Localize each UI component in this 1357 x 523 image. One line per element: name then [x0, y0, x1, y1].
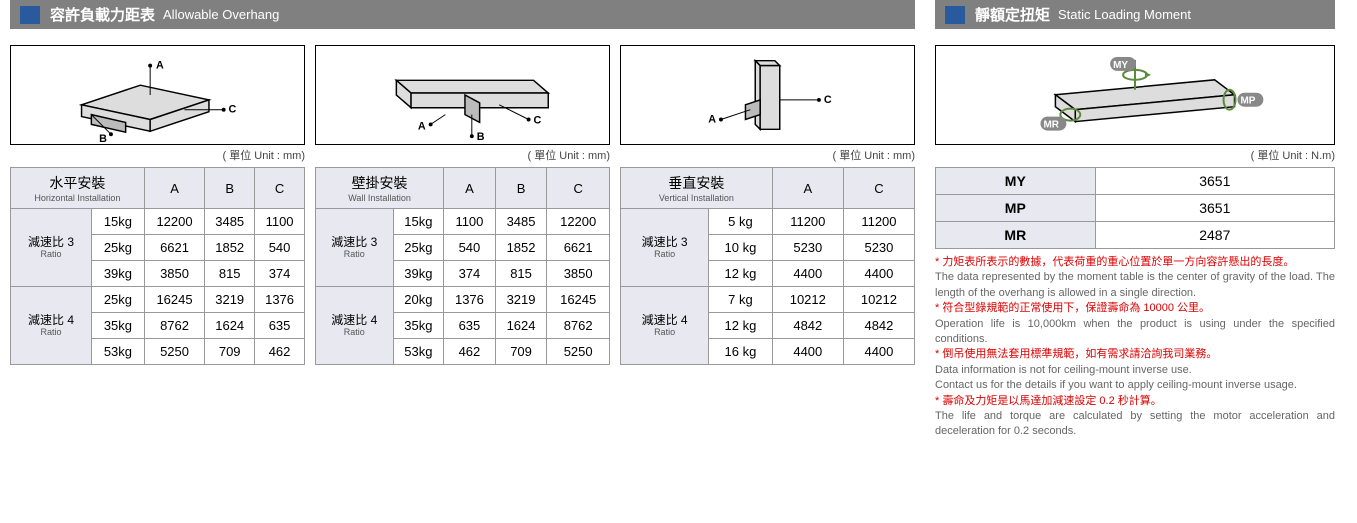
svg-text:B: B: [477, 131, 485, 143]
horizontal-diagram: A B C: [10, 45, 305, 145]
wall-column: A B C ( 單位 Unit : mm) 壁掛安裝Wall Installat…: [315, 45, 610, 440]
vertical-diagram: A C: [620, 45, 915, 145]
moment-column: MY MP MR ( 單位 Unit : N.m) MY3651 MP3651 …: [935, 45, 1335, 440]
unit-mm: ( 單位 Unit : mm): [620, 147, 915, 163]
horizontal-table: 水平安裝Horizontal Installation A B C 減速比 3R…: [10, 167, 305, 365]
svg-text:MY: MY: [1113, 60, 1128, 71]
svg-text:B: B: [99, 133, 107, 144]
vertical-table: 垂直安裝Vertical Installation AC 減速比 3Ratio5…: [620, 167, 915, 365]
svg-text:C: C: [824, 94, 832, 106]
left-section-header: 容許負載力距表 Allowable Overhang: [10, 0, 915, 29]
svg-text:A: A: [708, 113, 716, 125]
moment-diagram: MY MP MR: [935, 45, 1335, 145]
wall-diagram: A B C: [315, 45, 610, 145]
svg-text:MR: MR: [1043, 120, 1058, 131]
wall-table: 壁掛安裝Wall Installation ABC 減速比 3Ratio15kg…: [315, 167, 610, 365]
right-header-cn: 靜額定扭矩: [975, 4, 1050, 25]
notes: * 力矩表所表示的數據，代表荷重的重心位置於單一方向容許懸出的長度。 The d…: [935, 255, 1335, 440]
unit-mm: ( 單位 Unit : mm): [315, 147, 610, 163]
unit-nm: ( 單位 Unit : N.m): [935, 147, 1335, 163]
unit-mm: ( 單位 Unit : mm): [10, 147, 305, 163]
svg-text:C: C: [534, 114, 542, 126]
svg-text:MP: MP: [1240, 96, 1255, 107]
svg-text:A: A: [156, 60, 164, 72]
vertical-column: A C ( 單位 Unit : mm) 垂直安裝Vertical Install…: [620, 45, 915, 440]
moment-table: MY3651 MP3651 MR2487: [935, 167, 1335, 249]
horizontal-column: A B C ( 單位 Unit : mm) 水平安裝Horizontal Ins…: [10, 45, 305, 440]
right-header-en: Static Loading Moment: [1058, 7, 1191, 22]
left-header-en: Allowable Overhang: [163, 7, 279, 22]
left-header-cn: 容許負載力距表: [50, 4, 155, 25]
svg-text:A: A: [418, 120, 426, 132]
right-section-header: 靜額定扭矩 Static Loading Moment: [935, 0, 1335, 29]
svg-text:C: C: [229, 104, 237, 116]
